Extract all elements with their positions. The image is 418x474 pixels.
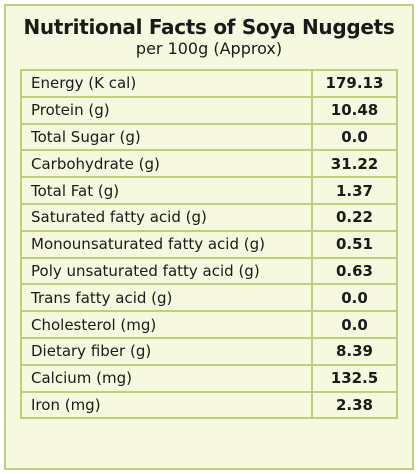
nutrient-name: Protein (g) — [20, 95, 313, 125]
nutrition-facts-panel: Nutritional Facts of Soya Nuggets per 10… — [4, 4, 414, 470]
nutrient-amount: 0.0 — [311, 283, 398, 313]
table-row: Carbohydrate (g) 31.22 — [20, 149, 398, 179]
table-row: Calcium (mg) 132.5 — [20, 363, 398, 393]
table-row: Energy (K cal) 179.13 — [20, 69, 398, 98]
page-subtitle: per 100g (Approx) — [135, 39, 283, 58]
table-row: Total Fat (g) 1.37 — [20, 176, 398, 205]
nutrient-name: Carbohydrate (g) — [20, 149, 313, 179]
table-row: Protein (g) 10.48 — [20, 95, 398, 125]
nutrient-amount: 0.0 — [311, 310, 398, 339]
table-row: Monounsaturated fatty acid (g) 0.51 — [20, 229, 398, 259]
nutrient-name: Poly unsaturated fatty acid (g) — [20, 256, 313, 286]
nutrient-amount: 2.38 — [311, 390, 398, 420]
nutrient-name: Monounsaturated fatty acid (g) — [20, 229, 313, 259]
nutrient-name: Total Fat (g) — [20, 176, 313, 205]
nutrient-name: Trans fatty acid (g) — [20, 283, 313, 313]
nutrient-amount: 10.48 — [311, 95, 398, 125]
table-row: Dietary fiber (g) 8.39 — [20, 336, 398, 366]
nutrient-amount: 8.39 — [311, 336, 398, 366]
table-row: Total Sugar (g) 0.0 — [20, 122, 398, 152]
nutrient-name: Saturated fatty acid (g) — [20, 202, 313, 232]
table-row: Saturated fatty acid (g) 0.22 — [20, 202, 398, 232]
nutrient-amount: 0.0 — [311, 122, 398, 152]
nutrient-amount: 179.13 — [311, 69, 398, 98]
table-row: Cholesterol (mg) 0.0 — [20, 310, 398, 339]
nutrient-name: Energy (K cal) — [20, 69, 313, 98]
nutrient-amount: 0.63 — [311, 256, 398, 286]
table-row: Iron (mg) 2.38 — [20, 390, 398, 420]
table-row: Trans fatty acid (g) 0.0 — [20, 283, 398, 313]
nutrient-name: Calcium (mg) — [20, 363, 313, 393]
nutrient-amount: 0.51 — [311, 229, 398, 259]
nutrient-name: Total Sugar (g) — [20, 122, 313, 152]
table-row: Poly unsaturated fatty acid (g) 0.63 — [20, 256, 398, 286]
nutrient-name: Iron (mg) — [20, 390, 313, 420]
page-title: Nutritional Facts of Soya Nuggets — [23, 15, 395, 39]
nutrient-name: Cholesterol (mg) — [20, 310, 313, 339]
nutrient-amount: 0.22 — [311, 202, 398, 232]
nutrient-amount: 31.22 — [311, 149, 398, 179]
nutrient-name: Dietary fiber (g) — [20, 336, 313, 366]
nutrient-amount: 1.37 — [311, 176, 398, 205]
nutrition-table: Energy (K cal) 179.13 Protein (g) 10.48 … — [20, 69, 398, 420]
nutrient-amount: 132.5 — [311, 363, 398, 393]
